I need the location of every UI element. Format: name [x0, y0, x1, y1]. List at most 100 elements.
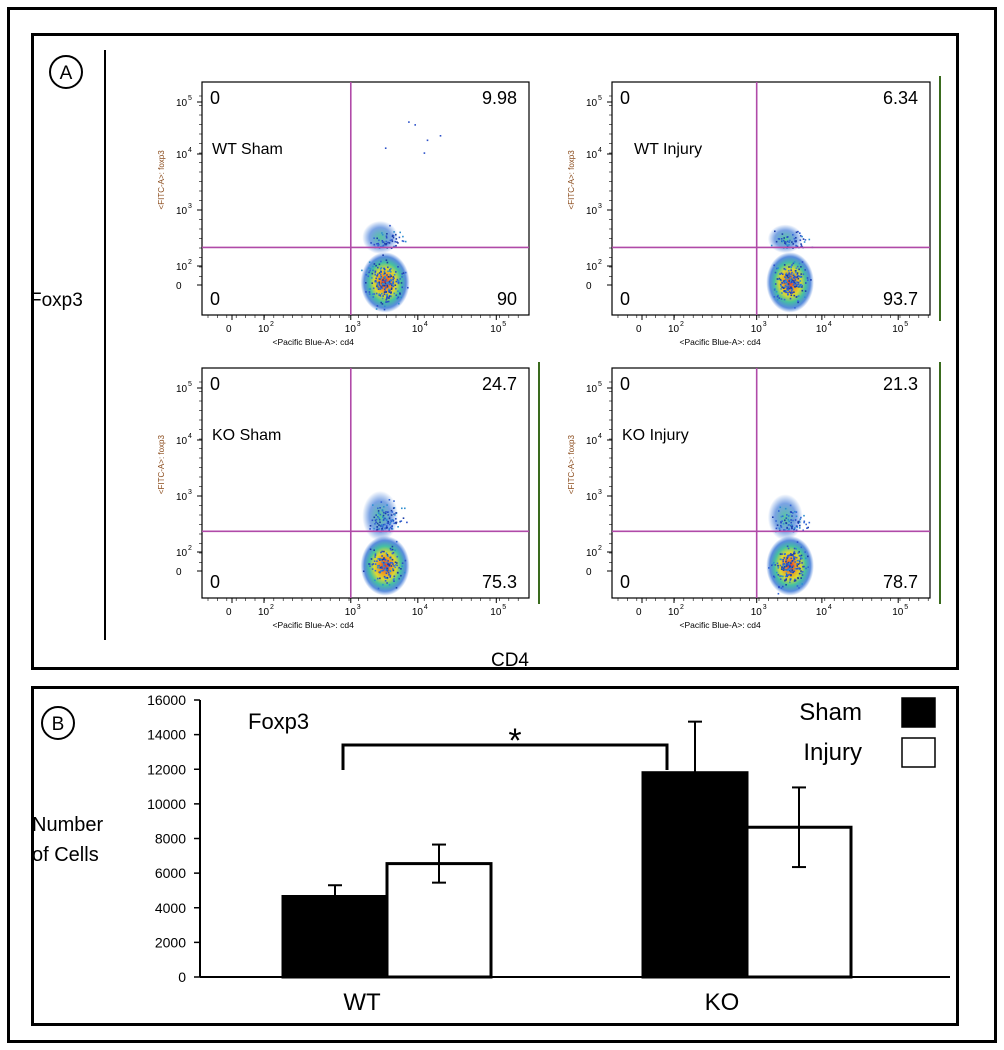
- flow-event-dot: [797, 281, 800, 284]
- flow-event-dot: [383, 562, 385, 565]
- flow-event-dot: [795, 511, 798, 513]
- flow-event-dot: [382, 558, 384, 561]
- flow-event-dot: [791, 569, 794, 571]
- flow-event-dot: [389, 557, 392, 560]
- flow-event-dot: [389, 280, 391, 282]
- flow-event-dot: [778, 586, 780, 589]
- flow-event-dot: [777, 278, 780, 281]
- flow-event-dot: [787, 528, 790, 530]
- flow-event-dot: [390, 514, 393, 516]
- flow-event-dot: [778, 238, 781, 240]
- flow-event-dot: [400, 296, 402, 299]
- flow-event-dot: [798, 520, 801, 523]
- flow-event-dot: [782, 560, 784, 563]
- flow-event-dot: [799, 284, 801, 287]
- flow-event-dot: [392, 236, 395, 239]
- flow-event-dot: [369, 528, 371, 530]
- flow-event-dot: [390, 283, 392, 285]
- flow-event-dot: [778, 297, 781, 299]
- flow-event-dot: [385, 240, 387, 243]
- x-tick-label: 10: [490, 607, 502, 618]
- flow-event-dot: [387, 276, 390, 278]
- flow-event-dot: [390, 509, 393, 512]
- flow-event-dot: [786, 563, 789, 566]
- flow-event-dot: [807, 555, 809, 558]
- flow-event-dot: [800, 577, 802, 579]
- flow-event-dot: [802, 565, 804, 568]
- flow-event-dot: [796, 559, 799, 562]
- quadrant-lower-left-value: 0: [620, 572, 630, 592]
- flow-event-dot: [783, 553, 786, 555]
- flow-event-dot: [797, 285, 799, 287]
- flow-event-dot: [390, 287, 393, 289]
- flow-event-dot: [381, 233, 384, 236]
- flow-event-dot: [396, 555, 399, 558]
- flow-event-dot: [391, 562, 394, 564]
- flow-event-dot: [801, 289, 804, 292]
- flow-event-dot: [797, 577, 799, 579]
- flow-event-dot: [377, 242, 380, 245]
- flow-event-dot: [382, 279, 384, 281]
- y-tick-exponent: 5: [188, 381, 192, 388]
- flow-event-dot: [790, 281, 792, 284]
- y-tick-label: 10: [176, 206, 188, 217]
- flow-event-dot: [389, 523, 391, 526]
- flow-event-dot: [388, 573, 391, 576]
- flow-event-dot: [793, 570, 796, 573]
- flow-event-dot: [390, 278, 392, 281]
- flow-event-dot: [380, 551, 382, 554]
- flow-event-dot: [782, 575, 784, 578]
- flow-event-dot: [402, 240, 405, 243]
- flow-event-dot: [386, 301, 389, 303]
- flow-event-dot: [375, 308, 378, 310]
- flow-event-dot: [392, 278, 394, 281]
- flow-event-dot: [393, 565, 395, 567]
- flow-event-dot: [379, 507, 381, 509]
- y-tick-exponent: 4: [188, 147, 192, 154]
- flow-event-dot: [389, 570, 392, 573]
- flow-event-dot: [785, 277, 787, 280]
- flow-event-dot: [786, 283, 789, 286]
- y-tick-label: 2000: [155, 934, 186, 950]
- y-tick-label: 16000: [147, 692, 186, 708]
- flow-event-dot: [797, 552, 799, 554]
- flow-event-dot: [368, 267, 370, 269]
- flow-event-dot: [388, 499, 391, 501]
- flow-event-dot: [785, 517, 788, 519]
- flow-event-dot: [381, 524, 383, 527]
- flow-event-dot: [387, 555, 389, 557]
- flow-event-dot: [377, 516, 379, 518]
- flow-event-dot: [381, 240, 384, 242]
- flow-event-dot: [381, 232, 383, 234]
- flow-event-dot: [781, 515, 784, 517]
- flow-event-dot: [784, 241, 787, 243]
- flow-event-dot: [396, 278, 399, 281]
- flow-event-dot: [381, 287, 383, 290]
- flow-event-dot: [376, 285, 378, 287]
- flow-event-dot: [783, 290, 785, 292]
- flow-event-dot: [786, 244, 788, 246]
- flow-event-dot: [792, 234, 794, 236]
- flow-event-dot: [401, 276, 403, 278]
- flow-event-dot: [389, 239, 392, 242]
- flow-event-dot: [378, 517, 380, 519]
- flow-event-dot: [400, 282, 403, 284]
- flow-event-dot: [382, 254, 384, 256]
- y-tick-exponent: 5: [188, 95, 192, 102]
- flow-event-dot: [778, 527, 781, 530]
- flow-event-dot: [384, 512, 387, 515]
- flow-event-dot: [378, 282, 381, 285]
- flow-event-dot: [790, 266, 792, 269]
- flow-event-dot: [784, 568, 786, 571]
- flow-event-dot: [801, 571, 804, 573]
- flow-event-dot: [394, 566, 397, 569]
- flow-event-dot: [385, 281, 388, 284]
- x-tick-exponent: 5: [904, 604, 908, 611]
- flow-event-dot: [401, 507, 403, 510]
- flow-event-dot: [393, 292, 396, 295]
- quadrant-upper-right-value: 6.34: [883, 88, 918, 108]
- flow-event-dot: [773, 576, 776, 579]
